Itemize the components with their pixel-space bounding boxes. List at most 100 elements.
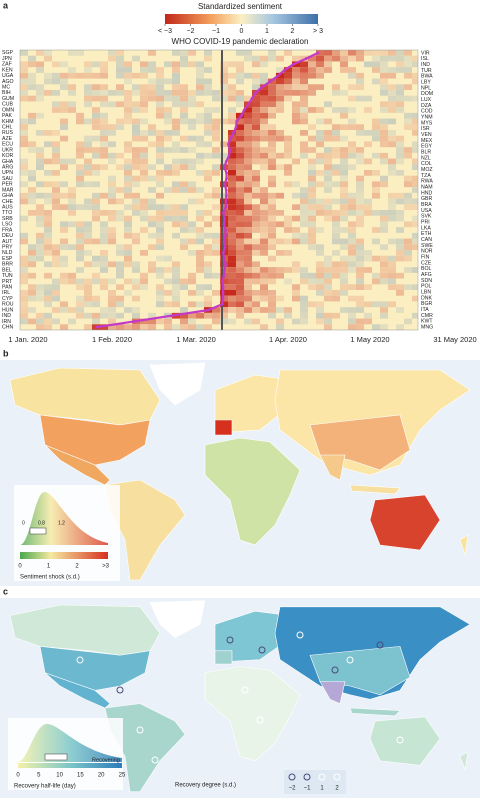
shock-point xyxy=(260,85,264,89)
heat-cell xyxy=(236,290,244,296)
heat-cell xyxy=(340,147,348,153)
heat-cell xyxy=(52,181,60,188)
x-label: 1 Jan. 2020 xyxy=(8,335,47,344)
heatmap-frame xyxy=(19,49,419,331)
heat-cell xyxy=(268,135,276,142)
heat-cell xyxy=(292,118,300,125)
heat-cell xyxy=(52,130,60,136)
heat-cell xyxy=(132,232,140,239)
heat-cell xyxy=(124,307,132,313)
heat-cell xyxy=(364,107,372,113)
heat-cell xyxy=(148,78,156,85)
shock-point xyxy=(239,114,243,118)
heat-cell xyxy=(124,181,132,188)
heat-cell xyxy=(204,192,212,199)
heat-cell xyxy=(268,84,276,90)
heat-cell xyxy=(300,147,308,153)
heat-cell xyxy=(196,312,204,319)
heat-cell xyxy=(132,198,140,205)
heat-cell xyxy=(164,278,172,285)
heat-cell xyxy=(380,261,388,268)
heat-cell xyxy=(236,175,244,182)
heat-cell xyxy=(108,50,116,56)
heat-cell xyxy=(68,107,76,113)
heat-cell xyxy=(396,101,404,108)
heat-cell xyxy=(284,312,292,319)
heat-cell xyxy=(372,187,380,193)
heat-cell xyxy=(140,278,148,285)
heat-cell xyxy=(244,284,252,290)
heat-cell xyxy=(28,84,36,90)
heat-cell xyxy=(316,210,324,216)
heat-cell xyxy=(236,158,244,165)
heat-cell xyxy=(100,95,108,102)
heat-cell xyxy=(236,50,244,56)
heat-cell xyxy=(52,101,60,108)
heat-cell xyxy=(132,324,140,330)
heat-cell xyxy=(388,192,396,199)
heat-cell xyxy=(164,210,172,216)
heat-cell xyxy=(204,232,212,239)
heat-cell xyxy=(372,135,380,142)
heat-cell xyxy=(172,204,180,210)
heat-cell xyxy=(60,135,68,142)
heat-cell xyxy=(100,72,108,79)
heat-cell xyxy=(228,130,236,136)
heat-cell xyxy=(156,227,164,233)
heat-cell xyxy=(172,272,180,279)
heat-cell xyxy=(44,78,52,85)
heat-cell xyxy=(404,192,412,199)
heat-cell xyxy=(132,130,140,136)
heat-cell xyxy=(252,210,260,216)
row-label: LKA xyxy=(421,225,431,231)
row-label: UGA xyxy=(2,73,14,79)
heat-cell xyxy=(292,101,300,108)
heat-cell xyxy=(68,221,76,228)
shock-point xyxy=(227,142,230,146)
heat-cell xyxy=(20,215,28,222)
row-label: TTO xyxy=(2,210,12,216)
row-label: YNM xyxy=(421,114,433,120)
heat-cell xyxy=(172,284,180,290)
heat-cell xyxy=(404,118,412,125)
heat-cell xyxy=(36,312,44,319)
heat-cell xyxy=(268,267,276,273)
heat-cell xyxy=(92,135,100,142)
heat-cell xyxy=(156,255,164,262)
heat-cell xyxy=(180,84,188,90)
heat-cell xyxy=(212,215,220,222)
heat-cell xyxy=(252,152,260,159)
heat-cell xyxy=(308,181,316,188)
heat-cell xyxy=(204,295,212,302)
heat-cell xyxy=(132,284,140,290)
heat-cell xyxy=(340,181,348,188)
heat-cell xyxy=(276,164,284,170)
shock-point xyxy=(250,97,254,100)
heat-cell xyxy=(380,312,388,319)
heat-cell xyxy=(172,84,180,90)
heat-cell xyxy=(148,261,156,268)
heat-cell xyxy=(20,295,28,302)
heat-cell xyxy=(252,261,260,268)
heat-cell xyxy=(236,118,244,125)
heat-cell xyxy=(196,84,204,90)
heat-cell xyxy=(20,158,28,165)
heat-cell xyxy=(212,118,220,125)
heat-cell xyxy=(124,112,132,119)
heat-cell xyxy=(300,187,308,193)
legend-label: Recovering xyxy=(92,757,120,763)
heat-cell xyxy=(292,295,300,302)
heat-cell xyxy=(164,147,172,153)
heat-cell xyxy=(76,204,84,210)
heat-cell xyxy=(364,198,372,205)
heat-cell xyxy=(316,170,324,176)
heat-cell xyxy=(180,187,188,193)
heat-cell xyxy=(20,261,28,268)
heat-cell xyxy=(196,250,204,256)
heat-cell xyxy=(92,192,100,199)
row-label: GHA xyxy=(2,159,14,165)
heat-cell xyxy=(316,107,324,113)
heat-cell xyxy=(92,272,100,279)
density xyxy=(18,723,122,762)
heat-cell xyxy=(268,278,276,285)
